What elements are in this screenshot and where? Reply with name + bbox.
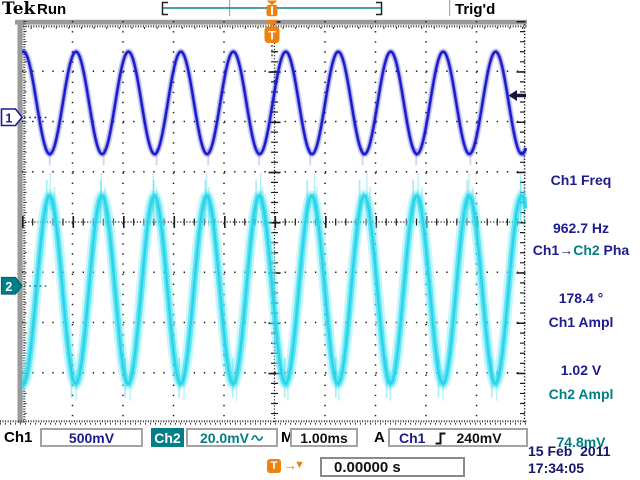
tek-logo: Tek (2, 0, 36, 19)
ch1-marker-label: 1 (5, 112, 12, 126)
ch1-scale-box: 500mV (40, 428, 143, 447)
delay-value-box: 0.00000 s (320, 457, 465, 477)
timebase-value: 1.00ms (300, 429, 348, 446)
ac-coupling-sine-icon (251, 434, 264, 441)
ch2-scale-value: 20.0mV (199, 429, 250, 446)
measurement-value: 74.8mV (556, 434, 606, 450)
acquisition-status: Run (37, 1, 67, 18)
ch2-channel-marker: 2 (0, 276, 23, 295)
measurement-label: Ch1→Ch2 Pha (522, 242, 640, 258)
measurement-label: Ch1 Freq (550, 172, 612, 188)
time-text: 17:34:05 (528, 460, 585, 476)
trigger-status: Trig'd (455, 1, 496, 18)
separator (449, 0, 451, 16)
measurement-value: 1.02 V (560, 362, 602, 378)
phase-label-rest: Pha (599, 242, 630, 258)
record-bracket-left (161, 1, 168, 16)
topbar-graphics (161, 0, 451, 17)
measurement-label: Ch2 Ampl (548, 386, 614, 402)
right-arrow-icon: → (283, 457, 297, 473)
graticule-grid (22, 21, 527, 423)
ch1-label: Ch1 (4, 429, 33, 446)
record-bracket-right (376, 1, 383, 16)
measurement-ch1-ampl: Ch1 Ampl 1.02 V (522, 282, 640, 410)
trigger-position-icon (266, 0, 278, 17)
trigger-readout-box: Ch1 240mV (388, 428, 528, 447)
measurement-ch2-ampl: Ch2 Ampl 74.8mV (522, 354, 640, 480)
measurement-value: 962.7 Hz (552, 220, 610, 236)
measurement-value: 178.4 ° (558, 290, 604, 306)
acquire-label: A (374, 429, 385, 446)
delay-value: 0.00000 s (334, 458, 401, 476)
measurement-label: Ch1 Ampl (548, 314, 614, 330)
phase-label-ch1: Ch1→ (532, 242, 574, 258)
ch2-waveform (22, 172, 527, 401)
trigger-level-arrow-icon (508, 90, 526, 101)
trigger-t-icon: T (267, 459, 281, 473)
ch1-scale-value: 500mV (68, 429, 115, 446)
rising-edge-icon (435, 432, 446, 444)
ch2-marker-label: 2 (5, 280, 12, 294)
date-text: 15 Feb 2011 (528, 443, 611, 459)
ch1-waveform (22, 48, 527, 166)
phase-label-ch2: Ch2 (573, 242, 600, 258)
trigger-flag-label: T (268, 29, 276, 43)
trigger-down-arrow-icon (265, 20, 279, 27)
timebase-box: 1.00ms (290, 428, 358, 447)
acquisition-record-bar (161, 0, 383, 17)
trigger-level: 240mV (456, 429, 502, 446)
down-triangle-icon: ▼ (294, 459, 305, 471)
ch1-channel-marker: 1 (0, 108, 24, 127)
trigger-source: Ch1 (399, 429, 426, 446)
separator (229, 0, 231, 16)
trigger-t-letter: T (270, 460, 278, 472)
measurement-ch1-freq: Ch1 Freq 962.7 Hz (522, 140, 640, 268)
ch2-scale-box: 20.0mV (186, 428, 278, 447)
graticule-frame (0, 19, 527, 425)
ch2-label: Ch2 (154, 429, 181, 446)
trigger-marker-flag: T (264, 20, 280, 59)
ch2-badge: Ch2 (151, 428, 184, 447)
measurement-phase: Ch1→Ch2 Pha 178.4 ° (522, 210, 640, 338)
